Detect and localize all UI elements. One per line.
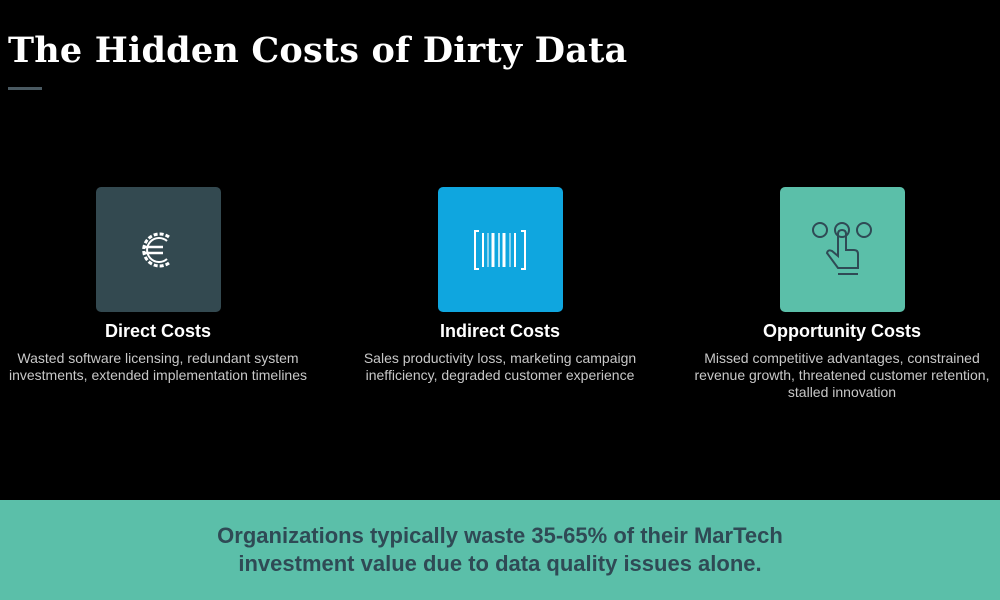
barcode-icon [474,229,526,270]
icon-box [437,187,563,312]
card-text: Wasted software licensing, redundant sys… [8,350,308,383]
banner-text: Organizations typically waste 35-65% of … [217,523,783,576]
card-text: Sales productivity loss, marketing campa… [363,350,637,383]
tap-icon [812,221,872,275]
euro-icon [142,232,170,267]
title: The Hidden Costs of Dirty Data [8,30,628,71]
card: Opportunity Costs Missed competitive adv… [682,187,1000,401]
card-text: Missed competitive advantages, constrain… [694,350,990,400]
icon-box [95,187,221,312]
card: Direct Costs Wasted software licensing, … [0,187,318,384]
banner: Organizations typically waste 35-65% of … [0,500,1000,600]
card: Indirect Costs Sales productivity loss, … [340,187,660,384]
title-rule [8,87,42,90]
card-heading: Indirect Costs [439,321,561,341]
card-heading: Direct Costs [104,321,212,341]
icon-box [779,187,905,312]
card-heading: Opportunity Costs [763,321,921,341]
